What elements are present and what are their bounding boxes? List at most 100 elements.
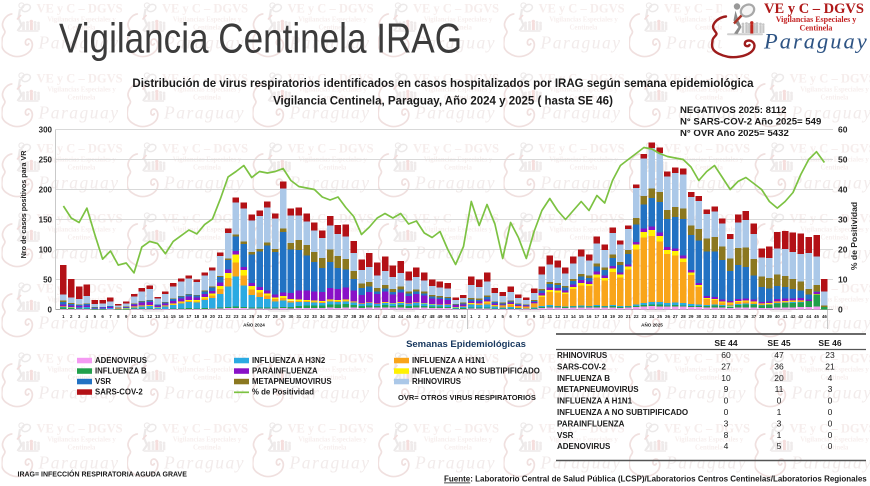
- svg-text:6: 6: [509, 314, 512, 319]
- svg-text:0: 0: [828, 396, 833, 406]
- svg-text:17: 17: [186, 314, 191, 319]
- svg-text:0: 0: [777, 396, 782, 406]
- svg-text:26: 26: [257, 314, 262, 319]
- svg-text:1: 1: [62, 314, 65, 319]
- svg-text:ADENOVIRUS: ADENOVIRUS: [95, 356, 147, 365]
- svg-text:10: 10: [721, 373, 731, 383]
- svg-text:INFLUENZA A H1N1: INFLUENZA A H1N1: [412, 356, 486, 365]
- svg-text:7: 7: [517, 314, 520, 319]
- svg-text:10: 10: [132, 314, 137, 319]
- svg-text:42: 42: [791, 314, 796, 319]
- svg-text:11: 11: [139, 314, 144, 319]
- svg-text:10: 10: [539, 314, 544, 319]
- svg-text:41: 41: [783, 314, 788, 319]
- svg-text:48: 48: [430, 314, 435, 319]
- svg-text:49: 49: [438, 314, 443, 319]
- svg-text:INFLUENZA A NO SUBTIPIFICADO: INFLUENZA A NO SUBTIPIFICADO: [412, 366, 540, 375]
- svg-text:28: 28: [273, 314, 278, 319]
- svg-text:8: 8: [117, 314, 120, 319]
- svg-text:18: 18: [194, 314, 199, 319]
- svg-text:N° OVR Año 2025= 5432: N° OVR Año 2025= 5432: [680, 128, 789, 139]
- svg-text:Vigilancia Centinela IRAG: Vigilancia Centinela IRAG: [59, 15, 462, 62]
- svg-text:5: 5: [501, 314, 504, 319]
- svg-text:27: 27: [265, 314, 270, 319]
- svg-text:11: 11: [775, 384, 784, 394]
- svg-text:N° SARS-COV-2 Año 2025= 549: N° SARS-COV-2 Año 2025= 549: [680, 117, 821, 128]
- svg-text:50: 50: [43, 276, 52, 285]
- svg-text:22: 22: [226, 314, 231, 319]
- svg-text:46: 46: [414, 314, 419, 319]
- svg-text:SARS-COV-2: SARS-COV-2: [557, 362, 606, 371]
- svg-text:1: 1: [777, 430, 782, 440]
- svg-text:3: 3: [777, 418, 782, 428]
- svg-text:20: 20: [838, 245, 848, 255]
- svg-text:0: 0: [828, 441, 833, 451]
- svg-text:VSR: VSR: [95, 377, 111, 386]
- svg-text:16: 16: [587, 314, 592, 319]
- svg-text:20: 20: [774, 373, 784, 383]
- svg-text:40: 40: [838, 185, 848, 195]
- svg-text:16: 16: [179, 314, 184, 319]
- svg-text:13: 13: [155, 314, 160, 319]
- svg-text:VSR: VSR: [557, 431, 574, 440]
- svg-text:9: 9: [125, 314, 128, 319]
- svg-text:RHINOVIRUS: RHINOVIRUS: [557, 351, 608, 360]
- svg-text:5: 5: [94, 314, 97, 319]
- svg-text:45: 45: [406, 314, 411, 319]
- svg-text:36: 36: [743, 314, 748, 319]
- svg-text:250: 250: [39, 156, 53, 165]
- svg-text:44: 44: [398, 314, 403, 319]
- svg-text:15: 15: [579, 314, 584, 319]
- svg-text:15: 15: [171, 314, 176, 319]
- svg-text:0: 0: [838, 305, 843, 315]
- svg-text:32: 32: [304, 314, 309, 319]
- svg-text:1: 1: [470, 314, 473, 319]
- svg-text:28: 28: [681, 314, 686, 319]
- svg-text:% de Positividad: % de Positividad: [849, 202, 859, 270]
- svg-text:33: 33: [312, 314, 317, 319]
- svg-text:42: 42: [383, 314, 388, 319]
- svg-text:AÑO 2024: AÑO 2024: [243, 322, 265, 328]
- svg-text:14: 14: [163, 314, 168, 319]
- svg-text:37: 37: [343, 314, 348, 319]
- svg-text:17: 17: [594, 314, 599, 319]
- svg-text:47: 47: [774, 350, 784, 360]
- svg-text:24: 24: [241, 314, 246, 319]
- svg-text:43: 43: [798, 314, 803, 319]
- svg-text:0: 0: [724, 407, 729, 417]
- svg-text:31: 31: [704, 314, 709, 319]
- svg-text:21: 21: [218, 314, 223, 319]
- svg-text:0: 0: [724, 396, 729, 406]
- svg-text:100: 100: [39, 246, 53, 255]
- svg-text:10: 10: [838, 275, 848, 285]
- svg-text:37: 37: [751, 314, 756, 319]
- svg-text:30: 30: [696, 314, 701, 319]
- svg-text:200: 200: [39, 186, 53, 195]
- svg-text:SARS-COV-2: SARS-COV-2: [95, 387, 143, 396]
- svg-text:29: 29: [689, 314, 694, 319]
- svg-text:38: 38: [351, 314, 356, 319]
- svg-text:23: 23: [825, 350, 835, 360]
- svg-text:NEGATIVOS 2025: 8112: NEGATIVOS 2025: 8112: [680, 105, 786, 116]
- svg-text:1: 1: [777, 407, 782, 417]
- svg-text:SE 46: SE 46: [818, 338, 841, 348]
- svg-text:34: 34: [728, 314, 733, 319]
- svg-text:IRAG= INFECCIÓN RESPIRATORIA A: IRAG= INFECCIÓN RESPIRATORIA AGUDA GRAVE: [18, 470, 188, 479]
- svg-text:4: 4: [494, 314, 497, 319]
- svg-text:3: 3: [78, 314, 81, 319]
- svg-text:36: 36: [336, 314, 341, 319]
- svg-text:40: 40: [367, 314, 372, 319]
- svg-text:23: 23: [641, 314, 646, 319]
- svg-text:29: 29: [281, 314, 286, 319]
- svg-text:Centinela: Centinela: [800, 24, 833, 33]
- svg-text:45: 45: [814, 314, 819, 319]
- svg-text:9: 9: [724, 384, 729, 394]
- svg-text:6: 6: [101, 314, 104, 319]
- svg-text:300: 300: [39, 126, 53, 135]
- svg-text:35: 35: [736, 314, 741, 319]
- svg-text:25: 25: [249, 314, 254, 319]
- svg-text:44: 44: [806, 314, 811, 319]
- svg-text:3: 3: [724, 418, 729, 428]
- svg-text:OVR= OTROS VIRUS RESPIRATORIO: OVR= OTROS VIRUS RESPIRATORIOS: [398, 393, 536, 402]
- svg-text:0: 0: [828, 407, 833, 417]
